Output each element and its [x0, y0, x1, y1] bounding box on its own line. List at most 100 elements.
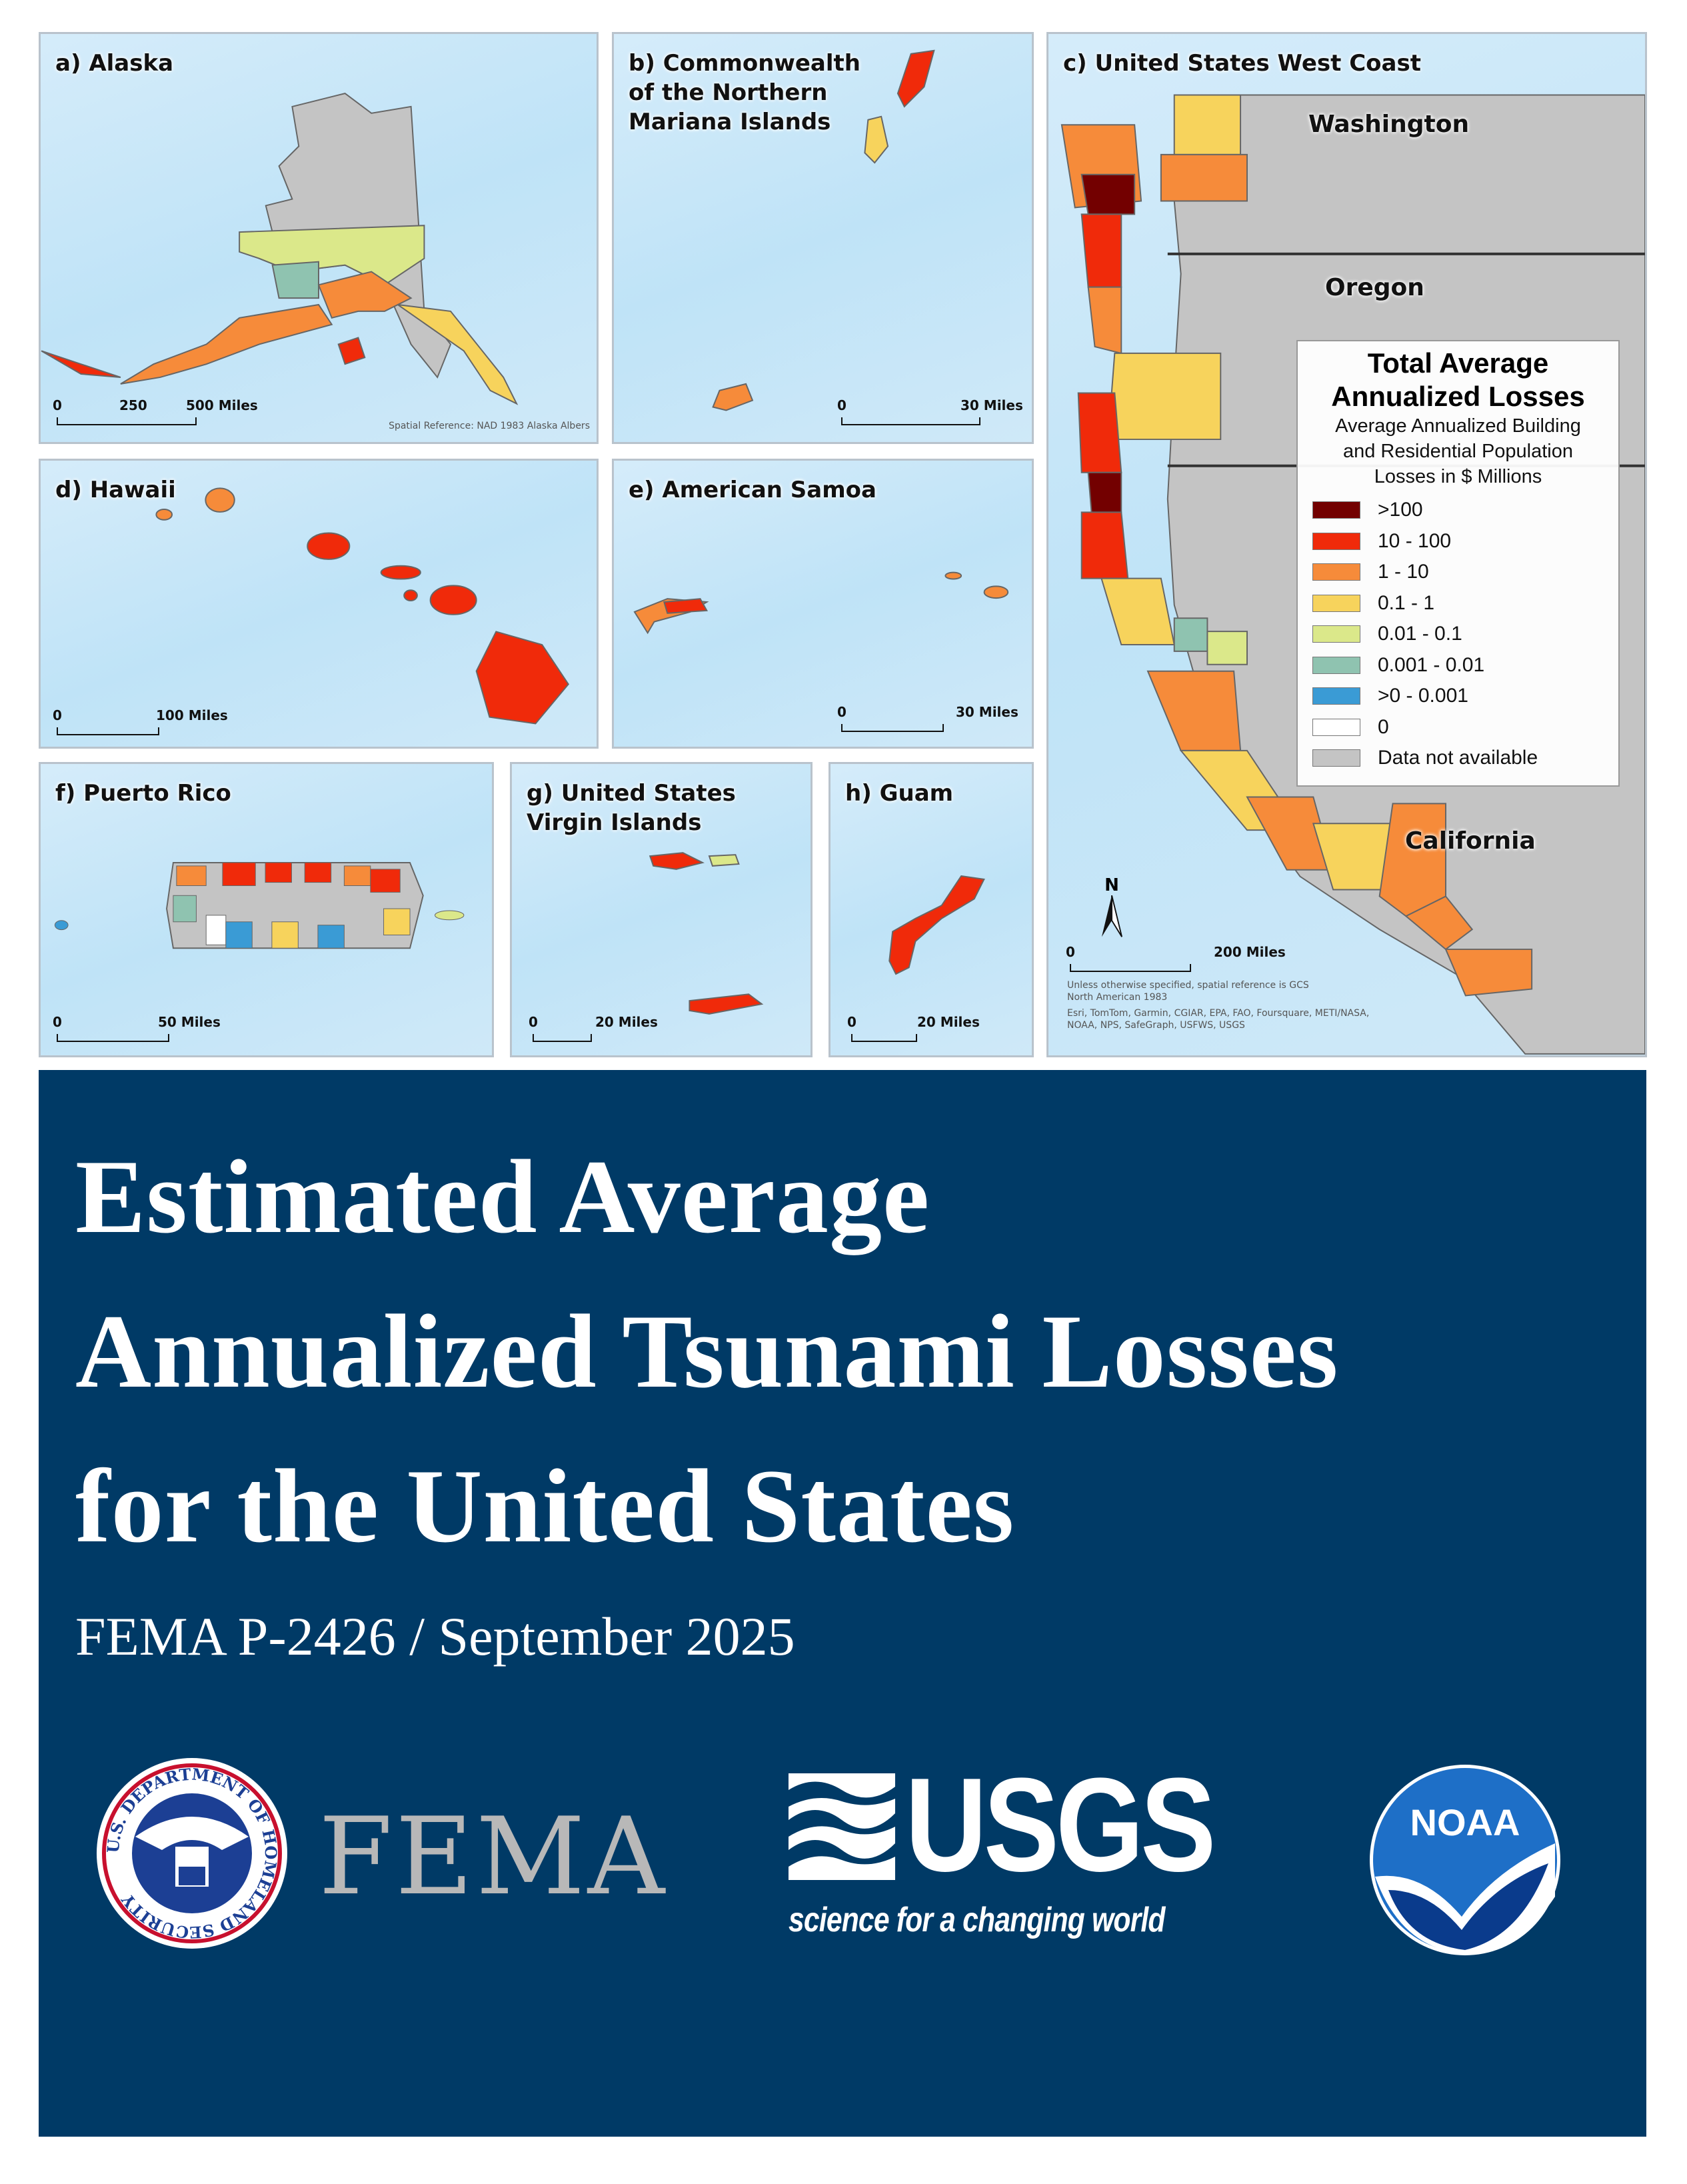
scale-label: 20 Miles: [917, 1014, 980, 1030]
legend-item: Data not available: [1312, 743, 1618, 774]
legend-label: 0.001 - 0.01: [1378, 653, 1485, 676]
legend-swatch: [1312, 563, 1360, 581]
scale-bar-line: [841, 417, 980, 425]
state-label-california: California: [1405, 827, 1536, 855]
cover-title-block: Estimated Average Annualized Tsunami Los…: [39, 1070, 1646, 2137]
usgs-wave-icon: [789, 1773, 895, 1880]
panel-label-line: b) Commonwealth: [629, 50, 860, 77]
legend-label: 0.01 - 0.1: [1378, 623, 1462, 645]
map-panel-guam: h) Guam 0 20 Miles: [829, 762, 1034, 1057]
legend-items: >100 10 - 100 1 - 10 0.1 - 1 0.01 - 0.1 0.001…: [1298, 495, 1618, 774]
title-line: Annualized Tsunami Losses: [75, 1293, 1339, 1410]
guam-map: [888, 875, 985, 975]
usgs-logo: USGS science for a changing world: [789, 1751, 1216, 1950]
scale-bar-line: [841, 724, 944, 732]
hawaii-map: [155, 487, 569, 725]
legend-item: >100: [1312, 495, 1618, 526]
scale-label: 0: [1066, 944, 1075, 960]
legend-item: 0: [1312, 712, 1618, 743]
map-panel-american-samoa: e) American Samoa 0 30 Miles: [612, 459, 1034, 749]
scale-label: 30 Miles: [956, 704, 1018, 720]
panel-label: c) United States West Coast: [1063, 50, 1421, 77]
title-line: Estimated Average: [75, 1139, 930, 1255]
noaa-wordmark: NOAA: [1410, 1801, 1520, 1843]
cnmi-map: [712, 49, 935, 411]
usgs-tagline: science for a changing world: [789, 1901, 1165, 1939]
scale-label: 0: [847, 1014, 856, 1030]
scale-label: 0: [53, 707, 62, 723]
legend-subtitle-line: Average Annualized Building: [1335, 415, 1581, 437]
north-label: N: [1104, 875, 1119, 895]
panel-label-line: Mariana Islands: [629, 109, 831, 135]
panel-label: b) Commonwealth of the Northern Mariana …: [629, 49, 860, 137]
map-panel-hawaii: d) Hawaii 0 100 Miles: [39, 459, 599, 749]
legend-swatch: [1312, 594, 1360, 612]
panel-label: g) United States Virgin Islands: [527, 779, 736, 837]
virgin-islands-map: [649, 852, 764, 1015]
dhs-seal-logo: U.S. DEPARTMENT OF HOMELAND SECURITY: [95, 1757, 289, 1950]
legend-item: 0.01 - 0.1: [1312, 619, 1618, 650]
legend-label: 1 - 10: [1378, 561, 1429, 583]
legend-title: Total Average Annualized Losses: [1298, 347, 1618, 413]
legend-label: 0.1 - 1: [1378, 591, 1435, 614]
map-panel-puerto-rico: f) Puerto Rico 0 50 Miles: [39, 762, 494, 1057]
scale-label: 0: [837, 397, 846, 413]
panel-label-line: of the Northern: [629, 79, 828, 106]
american-samoa-map: [633, 571, 1009, 635]
scale-label: 50 Miles: [158, 1014, 221, 1030]
legend-item: >0 - 0.001: [1312, 681, 1618, 712]
legend-title-line: Annualized Losses: [1331, 381, 1585, 412]
report-title: Estimated Average Annualized Tsunami Los…: [75, 1120, 1338, 1584]
legend-swatch: [1312, 625, 1360, 643]
legend-label: 0: [1378, 715, 1389, 738]
legend-item: 0.1 - 1: [1312, 588, 1618, 619]
scale-label: 100 Miles: [156, 707, 228, 723]
legend-swatch: [1312, 656, 1360, 674]
panel-label: d) Hawaii: [55, 477, 176, 503]
legend-swatch: [1312, 532, 1360, 550]
legend-label: 10 - 100: [1378, 529, 1452, 552]
legend-title-line: Total Average: [1367, 347, 1549, 379]
legend-item: 0.001 - 0.01: [1312, 650, 1618, 681]
legend-subtitle-line: Losses in $ Millions: [1374, 466, 1542, 487]
puerto-rico-map: [54, 861, 465, 949]
scale-bar-line: [533, 1034, 592, 1042]
legend-subtitle-line: and Residential Population: [1342, 441, 1574, 462]
scale-bar-line: [57, 417, 197, 425]
panel-label: h) Guam: [845, 780, 954, 807]
panel-label-line: Virgin Islands: [527, 809, 702, 836]
spatial-reference-note: Unless otherwise specified, spatial refe…: [1067, 979, 1369, 1031]
scale-label: 200 Miles: [1214, 944, 1286, 960]
scale-bar-line: [57, 1034, 169, 1042]
scale-bar-line: [851, 1034, 917, 1042]
panel-label-line: g) United States: [527, 780, 736, 807]
note-line: North American 1983: [1067, 992, 1168, 1003]
scale-label: 0: [53, 1014, 62, 1030]
panel-label: e) American Samoa: [629, 477, 876, 503]
legend-label: >100: [1378, 499, 1423, 521]
report-subtitle: FEMA P-2426 / September 2025: [75, 1606, 795, 1667]
legend-swatch: [1312, 749, 1360, 767]
panel-label: f) Puerto Rico: [55, 780, 231, 807]
usgs-wordmark: USGS: [905, 1751, 1216, 1899]
panel-label: a) Alaska: [55, 50, 174, 77]
note-line: Unless otherwise specified, spatial refe…: [1067, 980, 1309, 991]
scale-label: 0: [529, 1014, 538, 1030]
scale-label: 0: [53, 397, 62, 413]
scale-bar-line: [57, 727, 159, 735]
north-arrow-icon: N: [1095, 875, 1128, 942]
spatial-reference-note: Spatial Reference: NAD 1983 Alaska Alber…: [389, 421, 590, 431]
legend-label: >0 - 0.001: [1378, 685, 1468, 707]
map-panel-virgin-islands: g) United States Virgin Islands 0 20 Mil…: [510, 762, 813, 1057]
legend-swatch: [1312, 718, 1360, 736]
legend-label: Data not available: [1378, 747, 1538, 769]
map-panel-cnmi: b) Commonwealth of the Northern Mariana …: [612, 32, 1034, 444]
title-line: for the United States: [75, 1448, 1015, 1565]
scale-label: 0: [837, 704, 846, 720]
scale-label: 20 Miles: [595, 1014, 658, 1030]
noaa-logo: NOAA: [1368, 1763, 1562, 1957]
legend-subtitle: Average Annualized Building and Resident…: [1298, 413, 1618, 489]
map-panel-alaska: a) Alaska 0 250 500 Miles Spatial Refere…: [39, 32, 599, 444]
legend-swatch: [1312, 501, 1360, 519]
legend-item: 10 - 100: [1312, 526, 1618, 557]
